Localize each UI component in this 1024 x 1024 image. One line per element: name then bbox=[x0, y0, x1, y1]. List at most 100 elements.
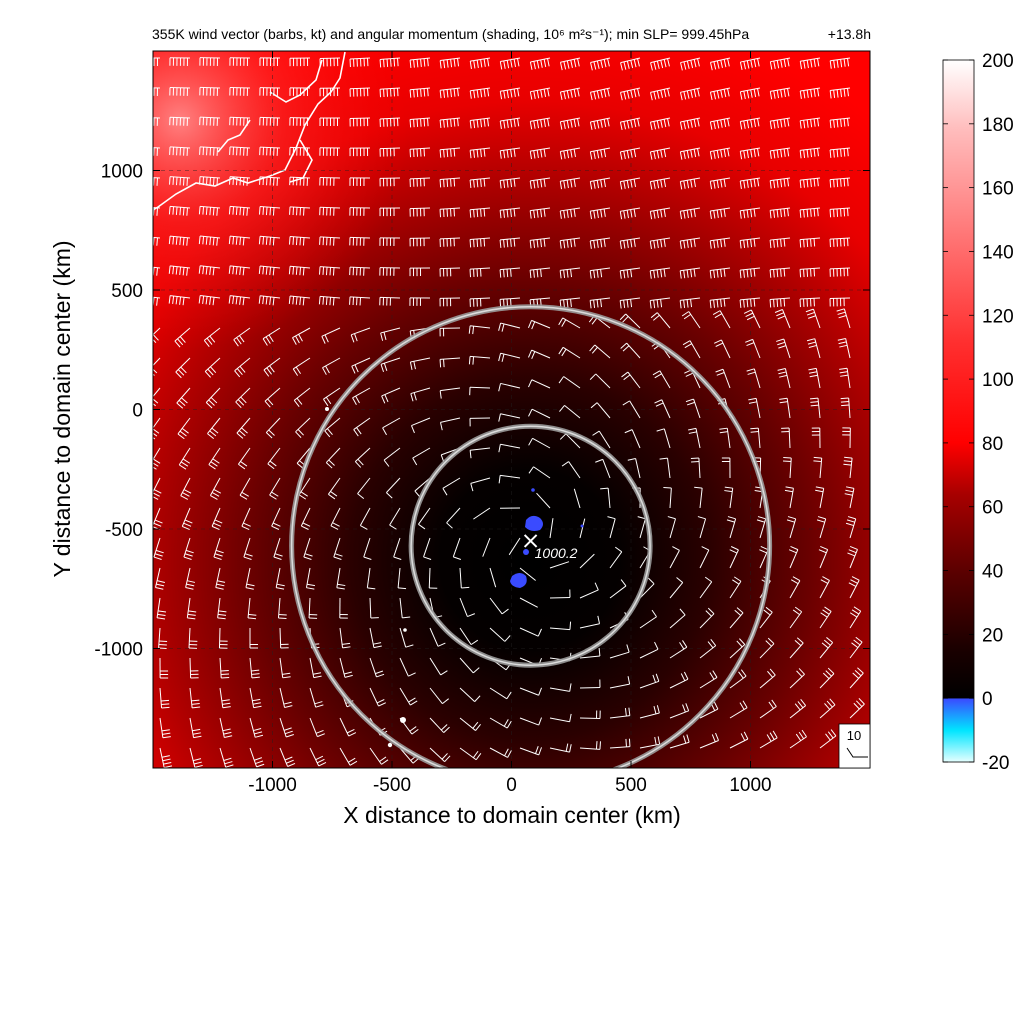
wind-barb bbox=[168, 205, 191, 216]
wind-barb bbox=[279, 747, 296, 767]
wind-barb bbox=[159, 687, 170, 709]
colorbar-tick-label: 180 bbox=[982, 115, 1014, 136]
wind-barb bbox=[650, 312, 671, 329]
wind-barb bbox=[649, 297, 671, 309]
wind-barb bbox=[499, 57, 521, 70]
wind-barb bbox=[776, 338, 791, 359]
wind-barb bbox=[829, 207, 851, 218]
radius-ring-inner bbox=[290, 306, 771, 768]
wind-barb bbox=[469, 177, 491, 188]
wind-barb bbox=[819, 729, 837, 749]
wind-barb bbox=[289, 87, 311, 96]
wind-barb bbox=[379, 207, 401, 217]
colorbar-tick-label: -20 bbox=[982, 753, 1009, 774]
wind-barb bbox=[559, 297, 581, 309]
wind-barb bbox=[439, 117, 461, 129]
wind-barb bbox=[498, 352, 521, 362]
wind-barb bbox=[573, 488, 581, 509]
wind-barbs bbox=[153, 57, 866, 768]
wind-barb bbox=[619, 237, 641, 250]
colorbar-tick-label: 0 bbox=[982, 689, 993, 710]
wind-barb bbox=[649, 177, 671, 190]
wind-barb bbox=[339, 657, 353, 678]
wind-barb bbox=[719, 427, 731, 449]
wind-barb bbox=[759, 546, 769, 569]
wind-barb bbox=[529, 177, 551, 189]
wind-barb bbox=[459, 657, 480, 674]
wind-barb bbox=[339, 747, 358, 766]
wind-barb bbox=[694, 486, 703, 509]
wind-barb bbox=[769, 237, 791, 249]
wind-barb bbox=[153, 266, 161, 276]
wind-barb bbox=[228, 235, 251, 246]
wind-barb bbox=[600, 487, 611, 509]
wind-barb bbox=[249, 627, 259, 649]
wind-barb bbox=[769, 87, 791, 100]
wind-barb bbox=[619, 177, 641, 190]
wind-barb bbox=[399, 597, 411, 619]
wind-barb bbox=[559, 267, 581, 279]
wind-barb bbox=[839, 367, 851, 389]
wind-barb bbox=[528, 379, 551, 389]
wind-barb bbox=[559, 207, 581, 219]
wind-barb bbox=[799, 117, 821, 129]
wind-barb bbox=[245, 567, 255, 590]
wind-barb bbox=[579, 615, 601, 629]
wind-barb bbox=[528, 466, 551, 479]
wind-barb bbox=[259, 116, 281, 126]
wind-barb bbox=[229, 146, 251, 156]
colorbar-tick-label: 20 bbox=[982, 625, 1003, 646]
wind-barb bbox=[784, 486, 794, 509]
wind-barb bbox=[759, 699, 777, 719]
wind-barb bbox=[759, 730, 778, 749]
wind-barb bbox=[639, 705, 660, 719]
wind-barb bbox=[590, 57, 611, 71]
wind-barb bbox=[699, 546, 710, 569]
wind-barb bbox=[439, 387, 461, 399]
wind-barb bbox=[549, 561, 570, 569]
wind-barb bbox=[739, 237, 761, 249]
wind-barb bbox=[818, 545, 829, 569]
wind-barb bbox=[746, 368, 761, 389]
wind-barb bbox=[721, 457, 731, 479]
y-tick-label: -500 bbox=[105, 520, 143, 541]
wind-barb bbox=[369, 597, 379, 619]
wind-barb bbox=[713, 339, 731, 359]
wind-barb bbox=[805, 308, 821, 329]
wind-barb bbox=[397, 567, 407, 590]
wind-barb bbox=[379, 147, 401, 157]
wind-barb bbox=[528, 437, 551, 449]
wind-barb bbox=[799, 177, 821, 189]
wind-barb bbox=[309, 687, 324, 708]
colorbar bbox=[942, 59, 975, 763]
wind-barb bbox=[709, 177, 731, 190]
wind-barb bbox=[267, 447, 281, 470]
wind-barb bbox=[211, 507, 223, 530]
wind-barb bbox=[169, 176, 191, 186]
wind-barb bbox=[498, 413, 521, 422]
wind-barb bbox=[439, 327, 461, 337]
wind-barb bbox=[529, 267, 551, 279]
wind-barb bbox=[199, 86, 221, 96]
wind-barb bbox=[168, 295, 191, 306]
wind-barb bbox=[508, 537, 521, 556]
wind-barb bbox=[811, 427, 821, 449]
wind-barb bbox=[729, 669, 747, 689]
y-axis: -1000 -500 0 500 1000 bbox=[94, 162, 870, 661]
wind-barb bbox=[289, 146, 311, 156]
wind-barb bbox=[452, 537, 462, 560]
wind-barb bbox=[781, 427, 791, 449]
wind-barb bbox=[669, 734, 690, 749]
wind-barb bbox=[263, 357, 281, 377]
wind-barb bbox=[469, 147, 491, 159]
reference-barb-label: 10 bbox=[847, 728, 861, 743]
wind-barb bbox=[168, 265, 191, 276]
wind-barb bbox=[300, 507, 311, 530]
wind-barb bbox=[153, 477, 162, 500]
wind-barb bbox=[499, 117, 521, 129]
wind-barb bbox=[679, 147, 701, 160]
wind-barb bbox=[349, 87, 371, 97]
wind-barb bbox=[779, 397, 791, 419]
wind-barb bbox=[621, 371, 641, 389]
wind-barb bbox=[418, 507, 431, 530]
